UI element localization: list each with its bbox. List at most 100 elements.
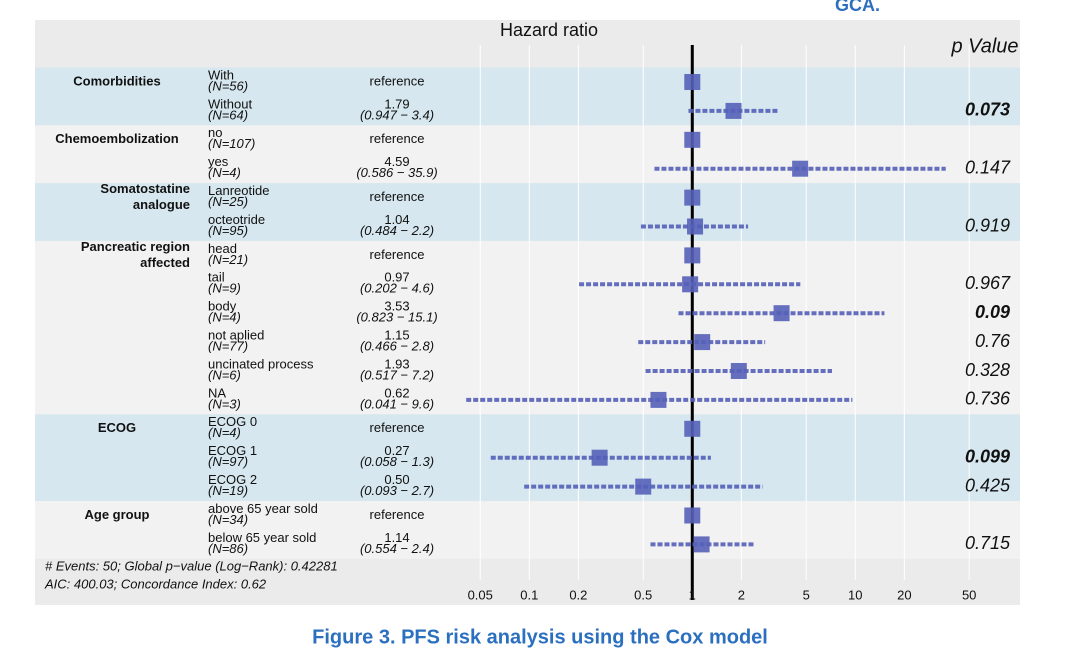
n-label: (N=97) — [208, 454, 248, 469]
p-header: p Value — [950, 35, 1018, 57]
ci-label: (0.947 − 3.4) — [360, 107, 434, 122]
p-value: 0.099 — [965, 446, 1010, 466]
n-label: (N=21) — [208, 252, 248, 267]
x-tick-label: 20 — [897, 587, 911, 602]
hr-label: 0.62 — [384, 385, 409, 400]
level-label: no — [208, 125, 222, 140]
level-label: Lanreotide — [208, 183, 269, 198]
n-label: (N=56) — [208, 78, 248, 93]
hr-marker — [591, 449, 608, 466]
level-label: octeotride — [208, 212, 265, 227]
group-label: Age group — [85, 507, 150, 522]
level-label: ECOG 2 — [208, 472, 257, 487]
hr-label: 0.50 — [384, 472, 409, 487]
level-label: head — [208, 241, 237, 256]
hr-marker — [792, 160, 809, 177]
ci-label: (0.466 − 2.8) — [360, 339, 434, 354]
n-label: (N=4) — [208, 425, 241, 440]
ci-label: (0.202 − 4.6) — [360, 281, 434, 296]
n-label: (N=4) — [208, 165, 241, 180]
hr-marker — [693, 536, 710, 553]
p-value: 0.919 — [965, 215, 1010, 235]
ci-label: (0.484 − 2.2) — [360, 223, 434, 238]
hr-marker — [725, 102, 742, 119]
hr-marker — [684, 247, 701, 264]
footnote: AIC: 400.03; Concordance Index: 0.62 — [44, 576, 267, 591]
x-tick-label: 0.05 — [468, 587, 493, 602]
p-value: 0.967 — [965, 273, 1011, 293]
p-value: 0.715 — [965, 533, 1011, 553]
caption: Figure 3. PFS risk analysis using the Co… — [312, 626, 768, 648]
x-tick-label: 0.1 — [520, 587, 538, 602]
p-value: 0.073 — [965, 100, 1010, 120]
hr-marker — [635, 478, 652, 495]
hr-marker — [684, 131, 701, 148]
p-value: 0.147 — [965, 157, 1011, 177]
n-label: (N=19) — [208, 483, 248, 498]
group-band — [35, 67, 1020, 126]
hr-label: reference — [370, 420, 425, 435]
group-label: affected — [140, 255, 190, 270]
n-label: (N=77) — [208, 339, 248, 354]
hr-marker — [687, 218, 704, 235]
x-tick-label: 0.2 — [569, 587, 587, 602]
n-label: (N=4) — [208, 310, 241, 325]
p-value: 0.736 — [965, 389, 1011, 409]
p-value: 0.09 — [975, 302, 1010, 322]
level-label: Without — [208, 96, 252, 111]
header-fragment: GCA. — [835, 0, 880, 15]
hr-marker — [694, 334, 711, 351]
group-band — [35, 501, 1020, 559]
group-label: Chemoembolization — [55, 131, 179, 146]
ci-label: (0.517 − 7.2) — [360, 367, 434, 382]
hr-label: reference — [370, 507, 425, 522]
p-value: 0.328 — [965, 360, 1010, 380]
group-label: Comorbidities — [73, 73, 160, 88]
hr-label: 1.14 — [384, 530, 409, 545]
group-label: Pancreatic region — [81, 239, 190, 254]
x-tick-label: 2 — [738, 587, 745, 602]
hr-marker — [684, 507, 701, 524]
hr-marker — [684, 420, 701, 437]
hr-label: reference — [370, 247, 425, 262]
level-label: ECOG 0 — [208, 414, 257, 429]
x-tick-label: 10 — [848, 587, 862, 602]
hr-label: 1.15 — [384, 328, 409, 343]
hr-marker — [773, 305, 790, 322]
ci-label: (0.823 − 15.1) — [356, 310, 437, 325]
group-label: analogue — [133, 197, 190, 212]
p-value: 0.76 — [975, 331, 1011, 351]
n-label: (N=3) — [208, 396, 241, 411]
group-band — [35, 125, 1020, 184]
hr-marker — [684, 74, 701, 90]
ci-label: (0.041 − 9.6) — [360, 396, 434, 411]
chart-title: Hazard ratio — [500, 20, 598, 40]
n-label: (N=107) — [208, 136, 255, 151]
level-label: With — [208, 67, 234, 82]
x-tick-label: 1 — [689, 587, 696, 602]
group-label: ECOG — [98, 420, 136, 435]
level-label: tail — [208, 270, 225, 285]
hr-label: 1.79 — [384, 96, 409, 111]
ci-label: (0.058 − 1.3) — [360, 454, 434, 469]
hr-marker — [730, 363, 747, 379]
level-label: above 65 year sold — [208, 501, 318, 516]
level-label: body — [208, 299, 237, 314]
group-label: Somatostatine — [100, 181, 190, 196]
level-label: NA — [208, 385, 226, 400]
x-tick-label: 5 — [803, 587, 810, 602]
x-tick-label: 0.5 — [634, 587, 652, 602]
hr-label: 3.53 — [384, 299, 409, 314]
n-label: (N=86) — [208, 541, 248, 556]
level-label: uncinated process — [208, 356, 314, 371]
ci-label: (0.093 − 2.7) — [360, 483, 434, 498]
hr-marker — [684, 189, 701, 206]
hr-label: 0.27 — [384, 443, 409, 458]
hr-marker — [682, 276, 699, 293]
level-label: yes — [208, 154, 229, 169]
ci-label: (0.554 − 2.4) — [360, 541, 434, 556]
n-label: (N=6) — [208, 367, 241, 382]
hr-marker — [650, 391, 667, 408]
